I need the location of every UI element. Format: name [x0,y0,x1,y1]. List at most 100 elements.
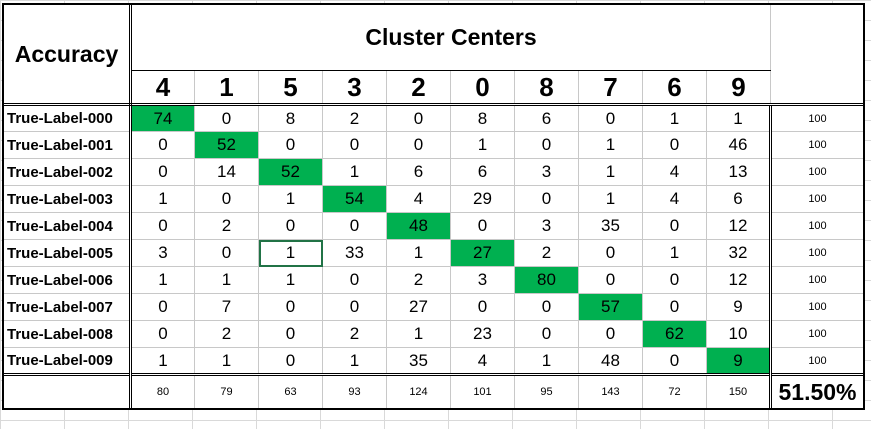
count-cell[interactable]: 9 [706,293,771,321]
true-label-cell[interactable]: True-Label-000 [3,104,132,132]
count-cell[interactable]: 10 [706,320,771,348]
count-cell[interactable]: 0 [130,212,195,240]
count-cell[interactable]: 2 [194,212,259,240]
count-cell[interactable]: 6 [450,158,515,186]
count-cell[interactable]: 1 [386,320,451,348]
count-cell[interactable]: 1 [258,239,323,267]
count-cell[interactable]: 3 [130,239,195,267]
count-cell[interactable]: 1 [514,347,579,375]
count-cell[interactable]: 0 [578,104,643,132]
count-cell[interactable]: 1 [642,104,707,132]
count-cell[interactable]: 1 [450,131,515,159]
count-cell[interactable]: 1 [322,347,387,375]
count-cell[interactable]: 2 [514,239,579,267]
count-cell[interactable]: 0 [322,212,387,240]
diagonal-count-cell[interactable]: 52 [258,158,323,186]
diagonal-count-cell[interactable]: 52 [194,131,259,159]
column-total-cell[interactable]: 63 [258,373,323,409]
count-cell[interactable]: 0 [130,320,195,348]
cluster-center-header[interactable]: 2 [386,70,451,106]
column-total-cell[interactable]: 95 [514,373,579,409]
count-cell[interactable]: 0 [258,212,323,240]
count-cell[interactable]: 0 [578,320,643,348]
cluster-center-header[interactable]: 7 [578,70,643,106]
true-label-cell[interactable]: True-Label-003 [3,185,132,213]
count-cell[interactable]: 8 [258,104,323,132]
count-cell[interactable]: 1 [578,131,643,159]
count-cell[interactable]: 4 [386,185,451,213]
count-cell[interactable]: 1 [130,266,195,294]
true-label-cell[interactable]: True-Label-001 [3,131,132,159]
cluster-center-header[interactable]: 0 [450,70,515,106]
diagonal-count-cell[interactable]: 74 [130,104,195,132]
count-cell[interactable]: 2 [194,320,259,348]
count-cell[interactable]: 7 [194,293,259,321]
count-cell[interactable]: 0 [514,185,579,213]
count-cell[interactable]: 0 [642,266,707,294]
true-label-cell[interactable]: True-Label-002 [3,158,132,186]
count-cell[interactable]: 0 [322,131,387,159]
count-cell[interactable]: 6 [386,158,451,186]
count-cell[interactable]: 1 [706,104,771,132]
cluster-center-header[interactable]: 9 [706,70,771,106]
column-total-cell[interactable]: 143 [578,373,643,409]
count-cell[interactable]: 1 [258,185,323,213]
count-cell[interactable]: 0 [194,185,259,213]
count-cell[interactable]: 1 [258,266,323,294]
accuracy-label[interactable]: Accuracy [3,4,132,106]
count-cell[interactable]: 4 [450,347,515,375]
column-total-cell[interactable]: 93 [322,373,387,409]
true-label-cell[interactable]: True-Label-007 [3,293,132,321]
cluster-center-header[interactable]: 3 [322,70,387,106]
count-cell[interactable]: 33 [322,239,387,267]
count-cell[interactable]: 0 [258,131,323,159]
count-cell[interactable]: 1 [642,239,707,267]
count-cell[interactable]: 12 [706,266,771,294]
count-cell[interactable]: 12 [706,212,771,240]
count-cell[interactable]: 0 [322,293,387,321]
count-cell[interactable]: 2 [322,104,387,132]
diagonal-count-cell[interactable]: 27 [450,239,515,267]
count-cell[interactable]: 23 [450,320,515,348]
count-cell[interactable]: 0 [642,293,707,321]
row-total-cell[interactable]: 100 [769,239,864,267]
cluster-centers-title[interactable]: Cluster Centers [130,4,771,71]
row-total-cell[interactable]: 100 [769,158,864,186]
row-total-cell[interactable]: 100 [769,104,864,132]
diagonal-count-cell[interactable]: 54 [322,185,387,213]
count-cell[interactable]: 1 [578,158,643,186]
totals-label-cell[interactable] [3,373,132,409]
count-cell[interactable]: 0 [578,239,643,267]
count-cell[interactable]: 0 [386,131,451,159]
count-cell[interactable]: 6 [706,185,771,213]
count-cell[interactable]: 0 [642,212,707,240]
count-cell[interactable]: 1 [130,347,195,375]
cluster-center-header[interactable]: 1 [194,70,259,106]
count-cell[interactable]: 0 [130,131,195,159]
diagonal-count-cell[interactable]: 48 [386,212,451,240]
count-cell[interactable]: 6 [514,104,579,132]
count-cell[interactable]: 0 [514,131,579,159]
count-cell[interactable]: 8 [450,104,515,132]
count-cell[interactable]: 13 [706,158,771,186]
count-cell[interactable]: 29 [450,185,515,213]
true-label-cell[interactable]: True-Label-004 [3,212,132,240]
true-label-cell[interactable]: True-Label-009 [3,347,132,375]
true-label-cell[interactable]: True-Label-008 [3,320,132,348]
row-total-cell[interactable]: 100 [769,347,864,375]
true-label-cell[interactable]: True-Label-005 [3,239,132,267]
row-total-cell[interactable]: 100 [769,212,864,240]
count-cell[interactable]: 0 [258,293,323,321]
true-label-cell[interactable]: True-Label-006 [3,266,132,294]
diagonal-count-cell[interactable]: 62 [642,320,707,348]
count-cell[interactable]: 0 [642,131,707,159]
count-cell[interactable]: 0 [194,104,259,132]
count-cell[interactable]: 35 [578,212,643,240]
cluster-center-header[interactable]: 5 [258,70,323,106]
count-cell[interactable]: 0 [130,293,195,321]
count-cell[interactable]: 0 [194,239,259,267]
count-cell[interactable]: 2 [322,320,387,348]
row-total-cell[interactable]: 100 [769,293,864,321]
count-cell[interactable]: 0 [578,266,643,294]
count-cell[interactable]: 48 [578,347,643,375]
